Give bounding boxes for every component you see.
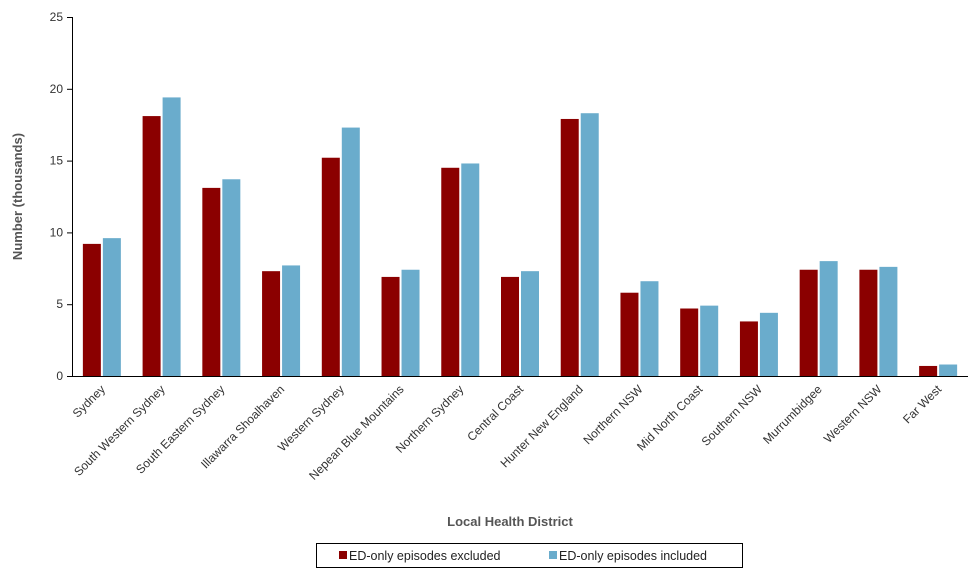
bar-included-9 <box>640 281 659 376</box>
bar-included-7 <box>521 271 539 376</box>
y-axis-title: Number (thousands) <box>10 133 25 260</box>
bar-included-3 <box>282 265 301 376</box>
y-axis-ticks: 0 5 10 15 20 25 <box>50 10 72 383</box>
legend-label-excluded: ED-only episodes excluded <box>349 549 501 563</box>
bar-included-4 <box>341 127 360 377</box>
bar-included-10 <box>700 305 719 376</box>
bar-included-11 <box>759 312 778 376</box>
bar-excluded-7 <box>501 276 519 376</box>
bar-included-14 <box>939 364 958 376</box>
bar-excluded-0 <box>82 243 101 376</box>
bar-included-0 <box>102 238 121 376</box>
bar-excluded-2 <box>202 187 221 376</box>
bars <box>82 97 958 377</box>
legend-label-included: ED-only episodes included <box>559 549 707 563</box>
y-tick-label: 5 <box>56 297 63 311</box>
bar-included-1 <box>162 97 181 376</box>
x-axis-title: Local Health District <box>447 514 573 529</box>
bar-excluded-4 <box>321 157 340 376</box>
y-tick-label: 25 <box>50 10 64 24</box>
y-tick-label: 20 <box>50 82 64 96</box>
x-tick-label: Central Coast <box>464 382 526 444</box>
x-tick-label: Murrumbidgee <box>760 382 825 447</box>
y-tick-label: 10 <box>50 225 64 239</box>
bar-excluded-12 <box>799 269 818 376</box>
x-tick-label: Northern NSW <box>581 382 647 448</box>
legend-box <box>316 543 743 568</box>
bar-excluded-5 <box>381 276 400 376</box>
bar-excluded-8 <box>560 118 579 377</box>
x-tick-label: Southern NSW <box>699 382 766 449</box>
bar-included-5 <box>401 269 420 376</box>
bar-included-2 <box>222 179 241 376</box>
y-tick-label: 15 <box>50 154 64 168</box>
legend-swatch-excluded <box>339 551 347 559</box>
bar-excluded-13 <box>859 269 878 376</box>
legend-swatch-included <box>549 551 557 559</box>
bar-excluded-6 <box>441 167 460 376</box>
x-tick-label: Western NSW <box>821 382 885 446</box>
bar-excluded-11 <box>739 321 758 376</box>
bar-excluded-10 <box>680 308 699 376</box>
x-tick-label: Sydney <box>70 382 108 420</box>
bar-included-8 <box>580 113 599 376</box>
bar-excluded-3 <box>262 271 281 376</box>
legend: ED-only episodes excluded ED-only episod… <box>316 543 743 568</box>
bar-included-6 <box>461 163 480 376</box>
bar-included-13 <box>879 266 898 376</box>
bar-excluded-14 <box>919 365 938 376</box>
bar-excluded-1 <box>142 116 161 377</box>
bar-excluded-9 <box>620 292 639 376</box>
x-tick-label: Far West <box>900 382 945 427</box>
y-tick-label: 0 <box>56 369 63 383</box>
bar-included-12 <box>819 261 838 376</box>
